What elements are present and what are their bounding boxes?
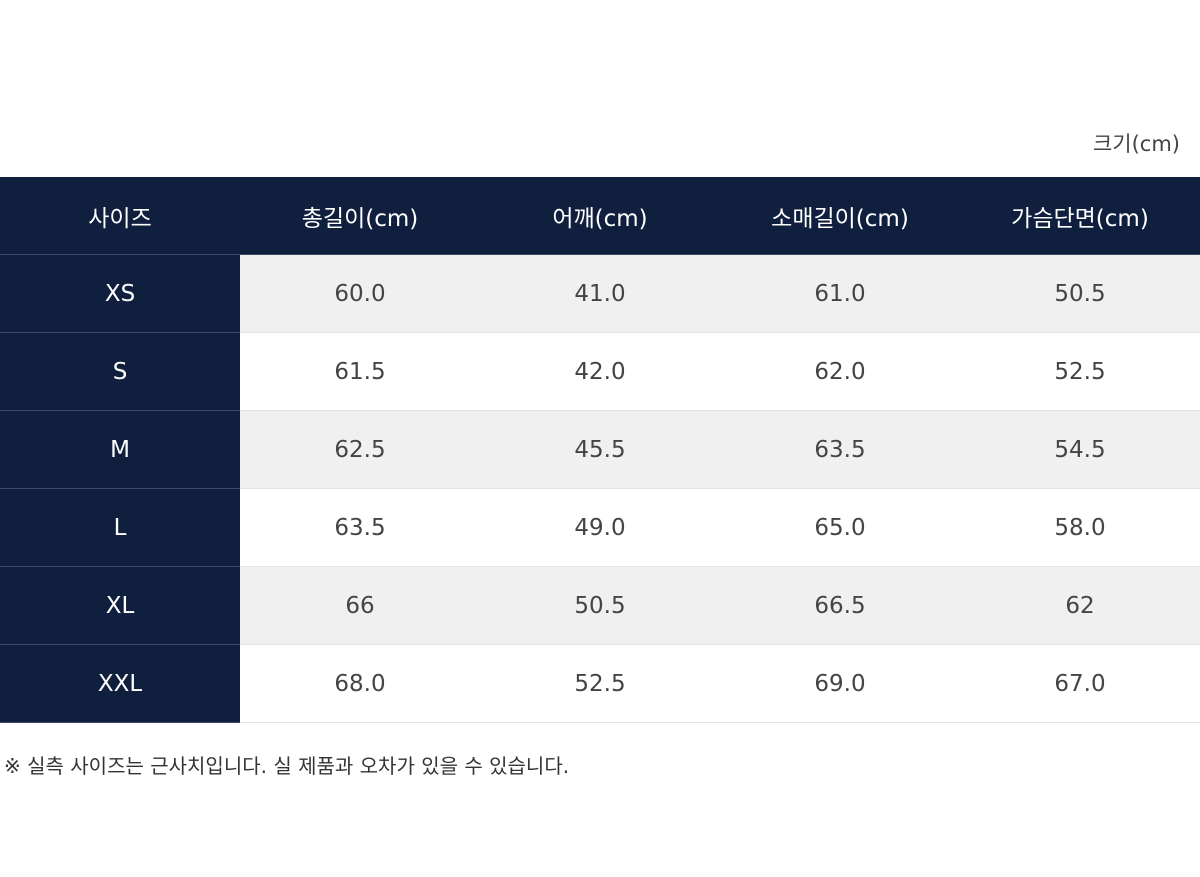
table-header-row: 사이즈 총길이(cm) 어깨(cm) 소매길이(cm) 가슴단면(cm): [0, 177, 1200, 255]
row-size-label: M: [0, 410, 240, 489]
cell-chest-width: 62: [960, 566, 1200, 645]
cell-chest-width: 67.0: [960, 644, 1200, 723]
cell-total-length: 68.0: [240, 644, 480, 723]
header-sleeve-length: 소매길이(cm): [720, 177, 960, 255]
cell-total-length: 63.5: [240, 488, 480, 567]
cell-shoulder: 50.5: [480, 566, 720, 645]
cell-sleeve-length: 66.5: [720, 566, 960, 645]
measurement-disclaimer: ※ 실측 사이즈는 근사치입니다. 실 제품과 오차가 있을 수 있습니다.: [4, 754, 570, 778]
row-size-label: XL: [0, 566, 240, 645]
size-chart-table: 사이즈 총길이(cm) 어깨(cm) 소매길이(cm) 가슴단면(cm) XS …: [0, 177, 1200, 723]
header-chest-width: 가슴단면(cm): [960, 177, 1200, 255]
row-size-label: S: [0, 332, 240, 411]
unit-label: 크기(cm): [1092, 132, 1180, 156]
table-row: XXL 68.0 52.5 69.0 67.0: [0, 644, 1200, 723]
cell-chest-width: 52.5: [960, 332, 1200, 411]
row-size-label: XXL: [0, 644, 240, 723]
cell-shoulder: 49.0: [480, 488, 720, 567]
cell-shoulder: 41.0: [480, 254, 720, 333]
cell-total-length: 60.0: [240, 254, 480, 333]
cell-total-length: 61.5: [240, 332, 480, 411]
table-row: XL 66 50.5 66.5 62: [0, 566, 1200, 645]
table-row: L 63.5 49.0 65.0 58.0: [0, 488, 1200, 567]
cell-sleeve-length: 62.0: [720, 332, 960, 411]
cell-total-length: 66: [240, 566, 480, 645]
cell-shoulder: 45.5: [480, 410, 720, 489]
row-size-label: XS: [0, 254, 240, 333]
cell-chest-width: 50.5: [960, 254, 1200, 333]
cell-sleeve-length: 63.5: [720, 410, 960, 489]
header-shoulder: 어깨(cm): [480, 177, 720, 255]
cell-sleeve-length: 69.0: [720, 644, 960, 723]
cell-shoulder: 42.0: [480, 332, 720, 411]
cell-chest-width: 54.5: [960, 410, 1200, 489]
header-size: 사이즈: [0, 177, 240, 255]
cell-sleeve-length: 65.0: [720, 488, 960, 567]
row-size-label: L: [0, 488, 240, 567]
cell-chest-width: 58.0: [960, 488, 1200, 567]
table-row: XS 60.0 41.0 61.0 50.5: [0, 254, 1200, 333]
table-row: S 61.5 42.0 62.0 52.5: [0, 332, 1200, 411]
table-row: M 62.5 45.5 63.5 54.5: [0, 410, 1200, 489]
cell-shoulder: 52.5: [480, 644, 720, 723]
cell-total-length: 62.5: [240, 410, 480, 489]
cell-sleeve-length: 61.0: [720, 254, 960, 333]
header-total-length: 총길이(cm): [240, 177, 480, 255]
